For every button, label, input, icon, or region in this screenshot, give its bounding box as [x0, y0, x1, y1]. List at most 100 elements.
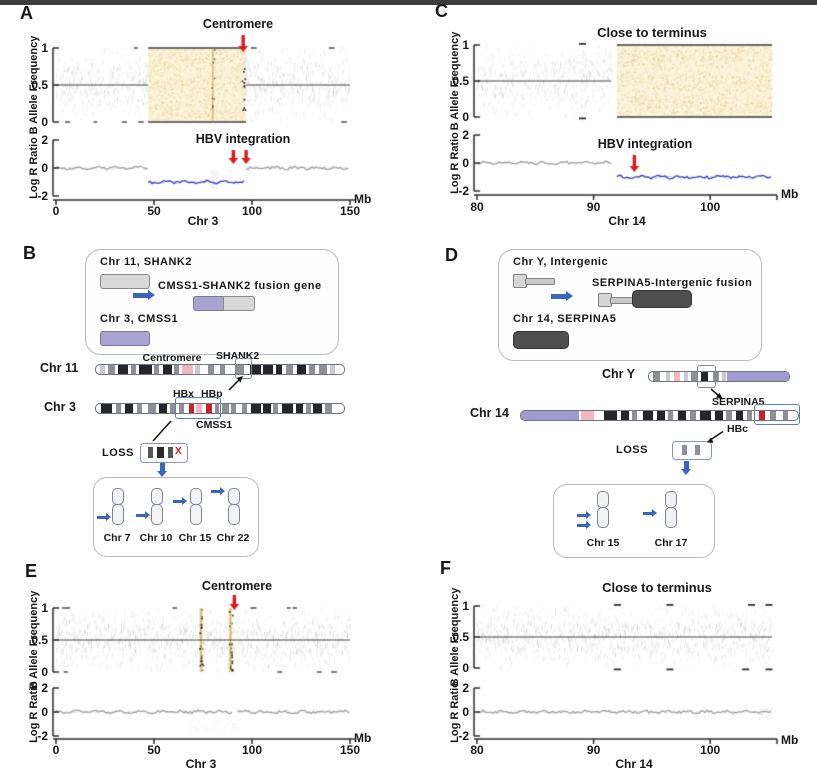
x-unit-label: Mb — [354, 731, 372, 745]
chromosome-axis-title: Chr 3 — [185, 757, 217, 771]
chromosome-top-arm — [596, 491, 609, 508]
ideogram-band — [770, 411, 776, 420]
chromosome-axis-title: Chr 3 — [187, 214, 219, 228]
shank2-region-box — [235, 358, 252, 379]
axis-tick-label: 1 — [41, 601, 48, 615]
ideogram-band — [124, 404, 134, 413]
fragment-band — [148, 447, 153, 458]
ideogram-band — [689, 411, 696, 420]
chromosome-bottom-arm — [111, 504, 124, 525]
integration-site-arrow — [577, 511, 591, 520]
axis-tick-label: 50 — [147, 743, 161, 757]
axis-tick-label: 0 — [41, 705, 48, 719]
ideogram-band — [759, 411, 766, 420]
ideogram-band — [677, 411, 686, 420]
axis-tick-label: 0.5 — [31, 78, 48, 92]
fusion-partner-label: Chr Y, Intergenic — [513, 256, 609, 268]
ideogram-band — [162, 365, 172, 374]
axis-tick-label: 0 — [52, 743, 60, 757]
chr3-name: Chr 3 — [44, 400, 76, 414]
axis-tick-label: 0 — [462, 705, 469, 719]
axis-tick-label: 0.5 — [452, 630, 469, 644]
ideogram-band — [735, 411, 743, 420]
chr14-name: Chr 14 — [470, 406, 509, 420]
serpina5-region-box — [754, 404, 800, 425]
cmss1-label: CMSS1 — [196, 419, 233, 431]
centromere-label: Centromere — [142, 352, 202, 364]
axis-tick-label: 90 — [586, 743, 601, 757]
ideogram-band — [118, 365, 129, 374]
ideogram-band — [195, 365, 201, 374]
chromosome-bottom-arm — [227, 504, 240, 525]
shank2-label: SHANK2 — [216, 350, 260, 362]
chromosome-top-arm — [189, 488, 202, 505]
integration-karyotype-box — [553, 484, 715, 558]
hbc-label: HBc — [727, 423, 749, 435]
axis-tick-label: -2 — [458, 729, 469, 743]
panel-letter-f: F — [440, 558, 451, 578]
intergenic-region-box — [697, 365, 716, 388]
chry-name: Chr Y — [602, 367, 636, 381]
axis-tick-label: 90 — [586, 200, 601, 214]
x-unit-label: Mb — [354, 192, 372, 206]
integration-site-arrow — [136, 511, 150, 520]
chromosome-bottom-arm — [664, 507, 677, 528]
axis-tick-label: 150 — [339, 204, 361, 218]
ideogram-band — [159, 404, 167, 413]
chr11-name: Chr 11 — [40, 361, 79, 375]
axis-tick-label: -2 — [458, 184, 469, 198]
fragment-band — [695, 445, 700, 455]
mini-chromosome-label: Chr 15 — [586, 537, 620, 549]
ideogram-band — [746, 411, 753, 420]
fusion-gene-shape-right — [223, 296, 255, 311]
chr14-ideogram — [520, 410, 799, 421]
fusion-partner-label: Chr 11, SHANK2 — [100, 256, 192, 268]
axis-tick-label: 0 — [41, 115, 48, 129]
axis-tick-label: 0.5 — [31, 633, 48, 647]
x-unit-label: Mb — [781, 187, 799, 201]
fusion-gene-label: SERPINA5-Intergenic fusion — [592, 277, 753, 289]
chromosome-top-arm — [150, 488, 163, 505]
ideogram-band — [249, 365, 261, 374]
ideogram-band — [782, 411, 789, 420]
fusion-partner-label: Chr 14, SERPINA5 — [513, 313, 617, 325]
axis-tick-label: 50 — [147, 204, 161, 218]
axis-tick-label: 100 — [241, 204, 263, 218]
axis-tick-label: 2 — [41, 681, 48, 695]
loss-down-arrow — [157, 463, 167, 477]
mini-chromosome — [596, 491, 609, 528]
serpina5-gene-shape — [513, 331, 569, 349]
close-to-terminus-annotation: Close to terminus — [597, 25, 707, 40]
ideogram-band — [181, 365, 193, 374]
integration-site-arrow — [643, 509, 657, 518]
ideogram-band — [620, 411, 630, 420]
ideogram-band — [699, 411, 711, 420]
ideogram-band — [196, 404, 202, 413]
axis-tick-label: 80 — [470, 200, 484, 214]
axis-tick-label: 0 — [52, 204, 60, 218]
ideogram-band — [222, 404, 229, 413]
ideogram-band — [727, 372, 789, 381]
axis-tick-label: 2 — [41, 133, 48, 147]
ideogram-band — [656, 411, 666, 420]
chromosome-bottom-arm — [189, 504, 202, 525]
axis-tick-label: 150 — [339, 743, 361, 757]
ideogram-band — [170, 404, 176, 413]
chromosome-top-arm — [664, 491, 677, 508]
axis-tick-label: 1 — [462, 599, 469, 613]
intergenic-shape-bar — [525, 278, 555, 285]
lost-fragment-box: X — [140, 443, 188, 463]
ideogram-band — [330, 365, 336, 374]
axis-tick-label: 1 — [462, 38, 469, 52]
centromere-annotation: Centromere — [201, 579, 273, 593]
ideogram-band — [725, 411, 732, 420]
axis-tick-label: 0.5 — [452, 74, 469, 88]
fusion-arrow — [551, 291, 573, 301]
integration-site-arrow — [577, 521, 591, 530]
fusion-arrow — [133, 290, 155, 300]
chry-ideogram — [648, 371, 790, 382]
panel-letter-a: A — [20, 3, 33, 23]
mini-chromosome-label: Chr 22 — [216, 532, 250, 544]
ideogram-band — [713, 372, 719, 381]
fragment-band — [157, 447, 164, 458]
